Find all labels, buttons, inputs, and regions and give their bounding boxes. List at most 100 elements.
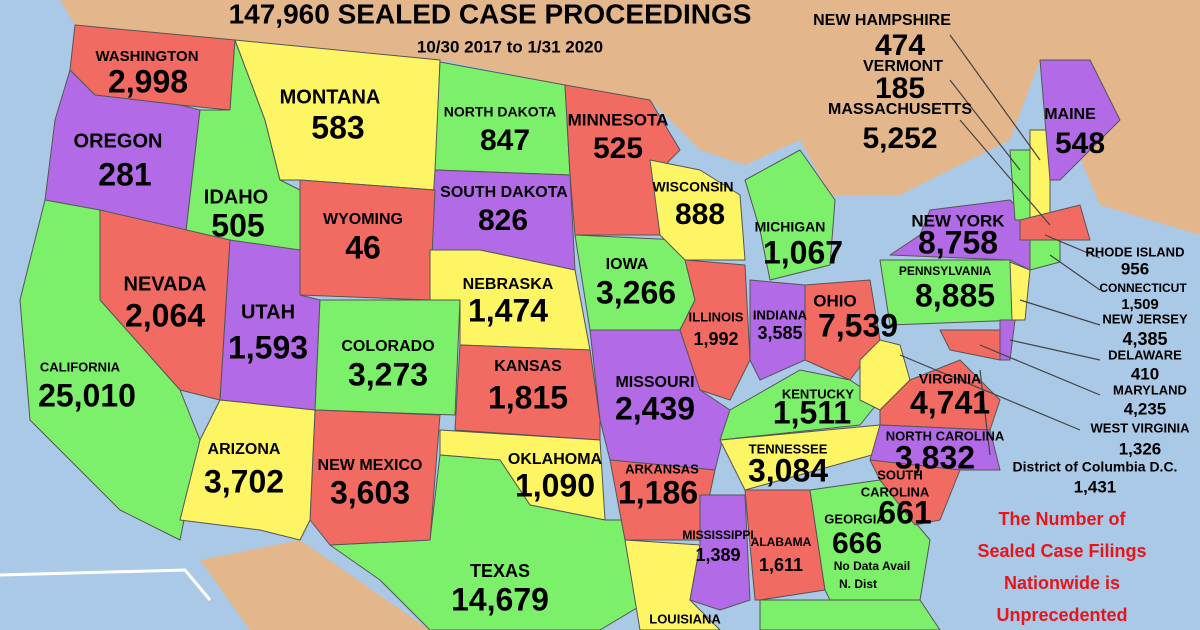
state-name: CONNECTICUT — [1099, 281, 1187, 295]
state-count: 1,474 — [468, 292, 548, 328]
map-subtitle: 10/30 2017 to 1/31 2020 — [417, 37, 603, 56]
state-name: NEW YORK — [911, 211, 1005, 230]
state-count: 1,431 — [1074, 477, 1117, 496]
leader-line — [949, 34, 1041, 161]
state-name: MINNESOTA — [568, 110, 669, 129]
state-count: 3,832 — [895, 439, 975, 475]
state-shape — [749, 279, 806, 381]
state-count: 2,064 — [125, 297, 205, 333]
state-shape — [649, 159, 746, 261]
note-line: Sealed Case Filings — [977, 541, 1146, 561]
state-name: COLORADO — [341, 338, 434, 355]
state-name: SOUTH DAKOTA — [440, 184, 568, 201]
state-count: 1,326 — [1119, 439, 1162, 458]
state-name: ILLINOIS — [689, 309, 744, 324]
state-count: 8,758 — [918, 224, 998, 260]
alaska-inset-border — [0, 568, 212, 601]
state-name: TEXAS — [470, 561, 530, 581]
state-shape — [744, 149, 836, 281]
state-name: WASHINGTON — [95, 48, 198, 65]
leader-line — [1019, 299, 1101, 326]
state-count: 281 — [98, 156, 151, 192]
state-name: NEBRASKA — [463, 276, 554, 293]
state-count: 548 — [1055, 127, 1105, 160]
state-name: KANSAS — [494, 358, 562, 375]
state-name: DELAWARE — [1108, 347, 1182, 362]
leader-line — [1049, 254, 1101, 291]
state-name: LOUISIANA — [649, 611, 721, 626]
state-count: 826 — [478, 204, 528, 237]
state-count: 3,702 — [204, 463, 284, 499]
state-count: 46 — [345, 229, 381, 265]
state-name: GEORGIA — [824, 511, 886, 526]
state-name: WISCONSIN — [653, 179, 734, 195]
state-count: 2,439 — [615, 390, 695, 426]
state-name: District of Columbia D.C. — [1013, 459, 1178, 475]
state-shape — [1039, 59, 1121, 181]
state-count: 1,593 — [228, 329, 308, 365]
state-name: NEW MEXICO — [318, 457, 423, 474]
leader-line — [959, 119, 1051, 226]
state-name: VERMONT — [863, 58, 943, 75]
state-shape — [759, 599, 941, 630]
state-shape — [1009, 261, 1031, 321]
state-name: IDAHO — [204, 186, 268, 208]
state-shape — [679, 259, 751, 401]
state-count: 3,084 — [748, 452, 828, 488]
state-count: 3,585 — [757, 323, 802, 343]
state-count: 1,511 — [773, 394, 851, 430]
state-count: 4,385 — [1122, 329, 1167, 349]
state-name: MISSISSIPPI — [682, 528, 753, 542]
state-name: MAINE — [1044, 106, 1096, 123]
state-count: 583 — [311, 109, 364, 145]
state-name: TENNESSEE — [749, 441, 828, 456]
leader-line — [979, 369, 991, 456]
states — [19, 24, 1121, 630]
state-count: 888 — [675, 198, 725, 231]
state-count: 1,992 — [693, 329, 738, 349]
state-count: 666 — [832, 527, 882, 560]
state-shape — [624, 539, 721, 630]
state-note: No Data Avail — [834, 559, 910, 573]
leader-line — [979, 344, 1101, 396]
state-count: 1,067 — [763, 234, 843, 270]
state-name: VIRGINIA — [919, 371, 981, 387]
note-line: The Number of — [998, 509, 1126, 529]
state-count: 1,186 — [618, 474, 698, 510]
state-count: 8,885 — [915, 277, 995, 313]
state-shape — [454, 344, 601, 441]
state-count: 4,741 — [910, 384, 990, 420]
mexico — [200, 540, 430, 630]
canada — [0, 0, 1200, 235]
state-name: NEW JERSEY — [1102, 311, 1188, 326]
state-count: 2,998 — [108, 63, 188, 99]
state-name: NEVADA — [124, 273, 207, 295]
state-name: MICHIGAN — [755, 219, 826, 235]
state-count: 410 — [1131, 364, 1159, 383]
leader-line — [949, 79, 1021, 171]
state-shape — [869, 459, 961, 526]
state-name: INDIANA — [753, 307, 808, 322]
state-name: ALABAMA — [751, 535, 812, 549]
state-count: 14,679 — [451, 581, 549, 617]
state-shape — [314, 299, 461, 416]
state-count: 1,389 — [695, 545, 740, 565]
state-name: IOWA — [606, 256, 649, 273]
state-count: 7,539 — [818, 307, 898, 343]
state-count: 474 — [875, 29, 925, 62]
state-count: 661 — [878, 494, 931, 530]
state-name: NEW HAMPSHIRE — [813, 12, 951, 29]
state-count: 185 — [875, 72, 925, 105]
leader-line — [1044, 234, 1101, 259]
note-line: Unprecedented — [996, 605, 1127, 625]
leader-line — [1009, 339, 1101, 361]
note-line: Nationwide is — [1004, 573, 1120, 593]
state-name: SOUTH — [877, 467, 923, 482]
state-note: N. Dist — [839, 577, 877, 591]
state-name: UTAH — [241, 301, 295, 323]
state-name: ARIZONA — [208, 441, 281, 458]
state-count: 3,266 — [596, 274, 676, 310]
state-count: 1,509 — [1121, 296, 1159, 313]
